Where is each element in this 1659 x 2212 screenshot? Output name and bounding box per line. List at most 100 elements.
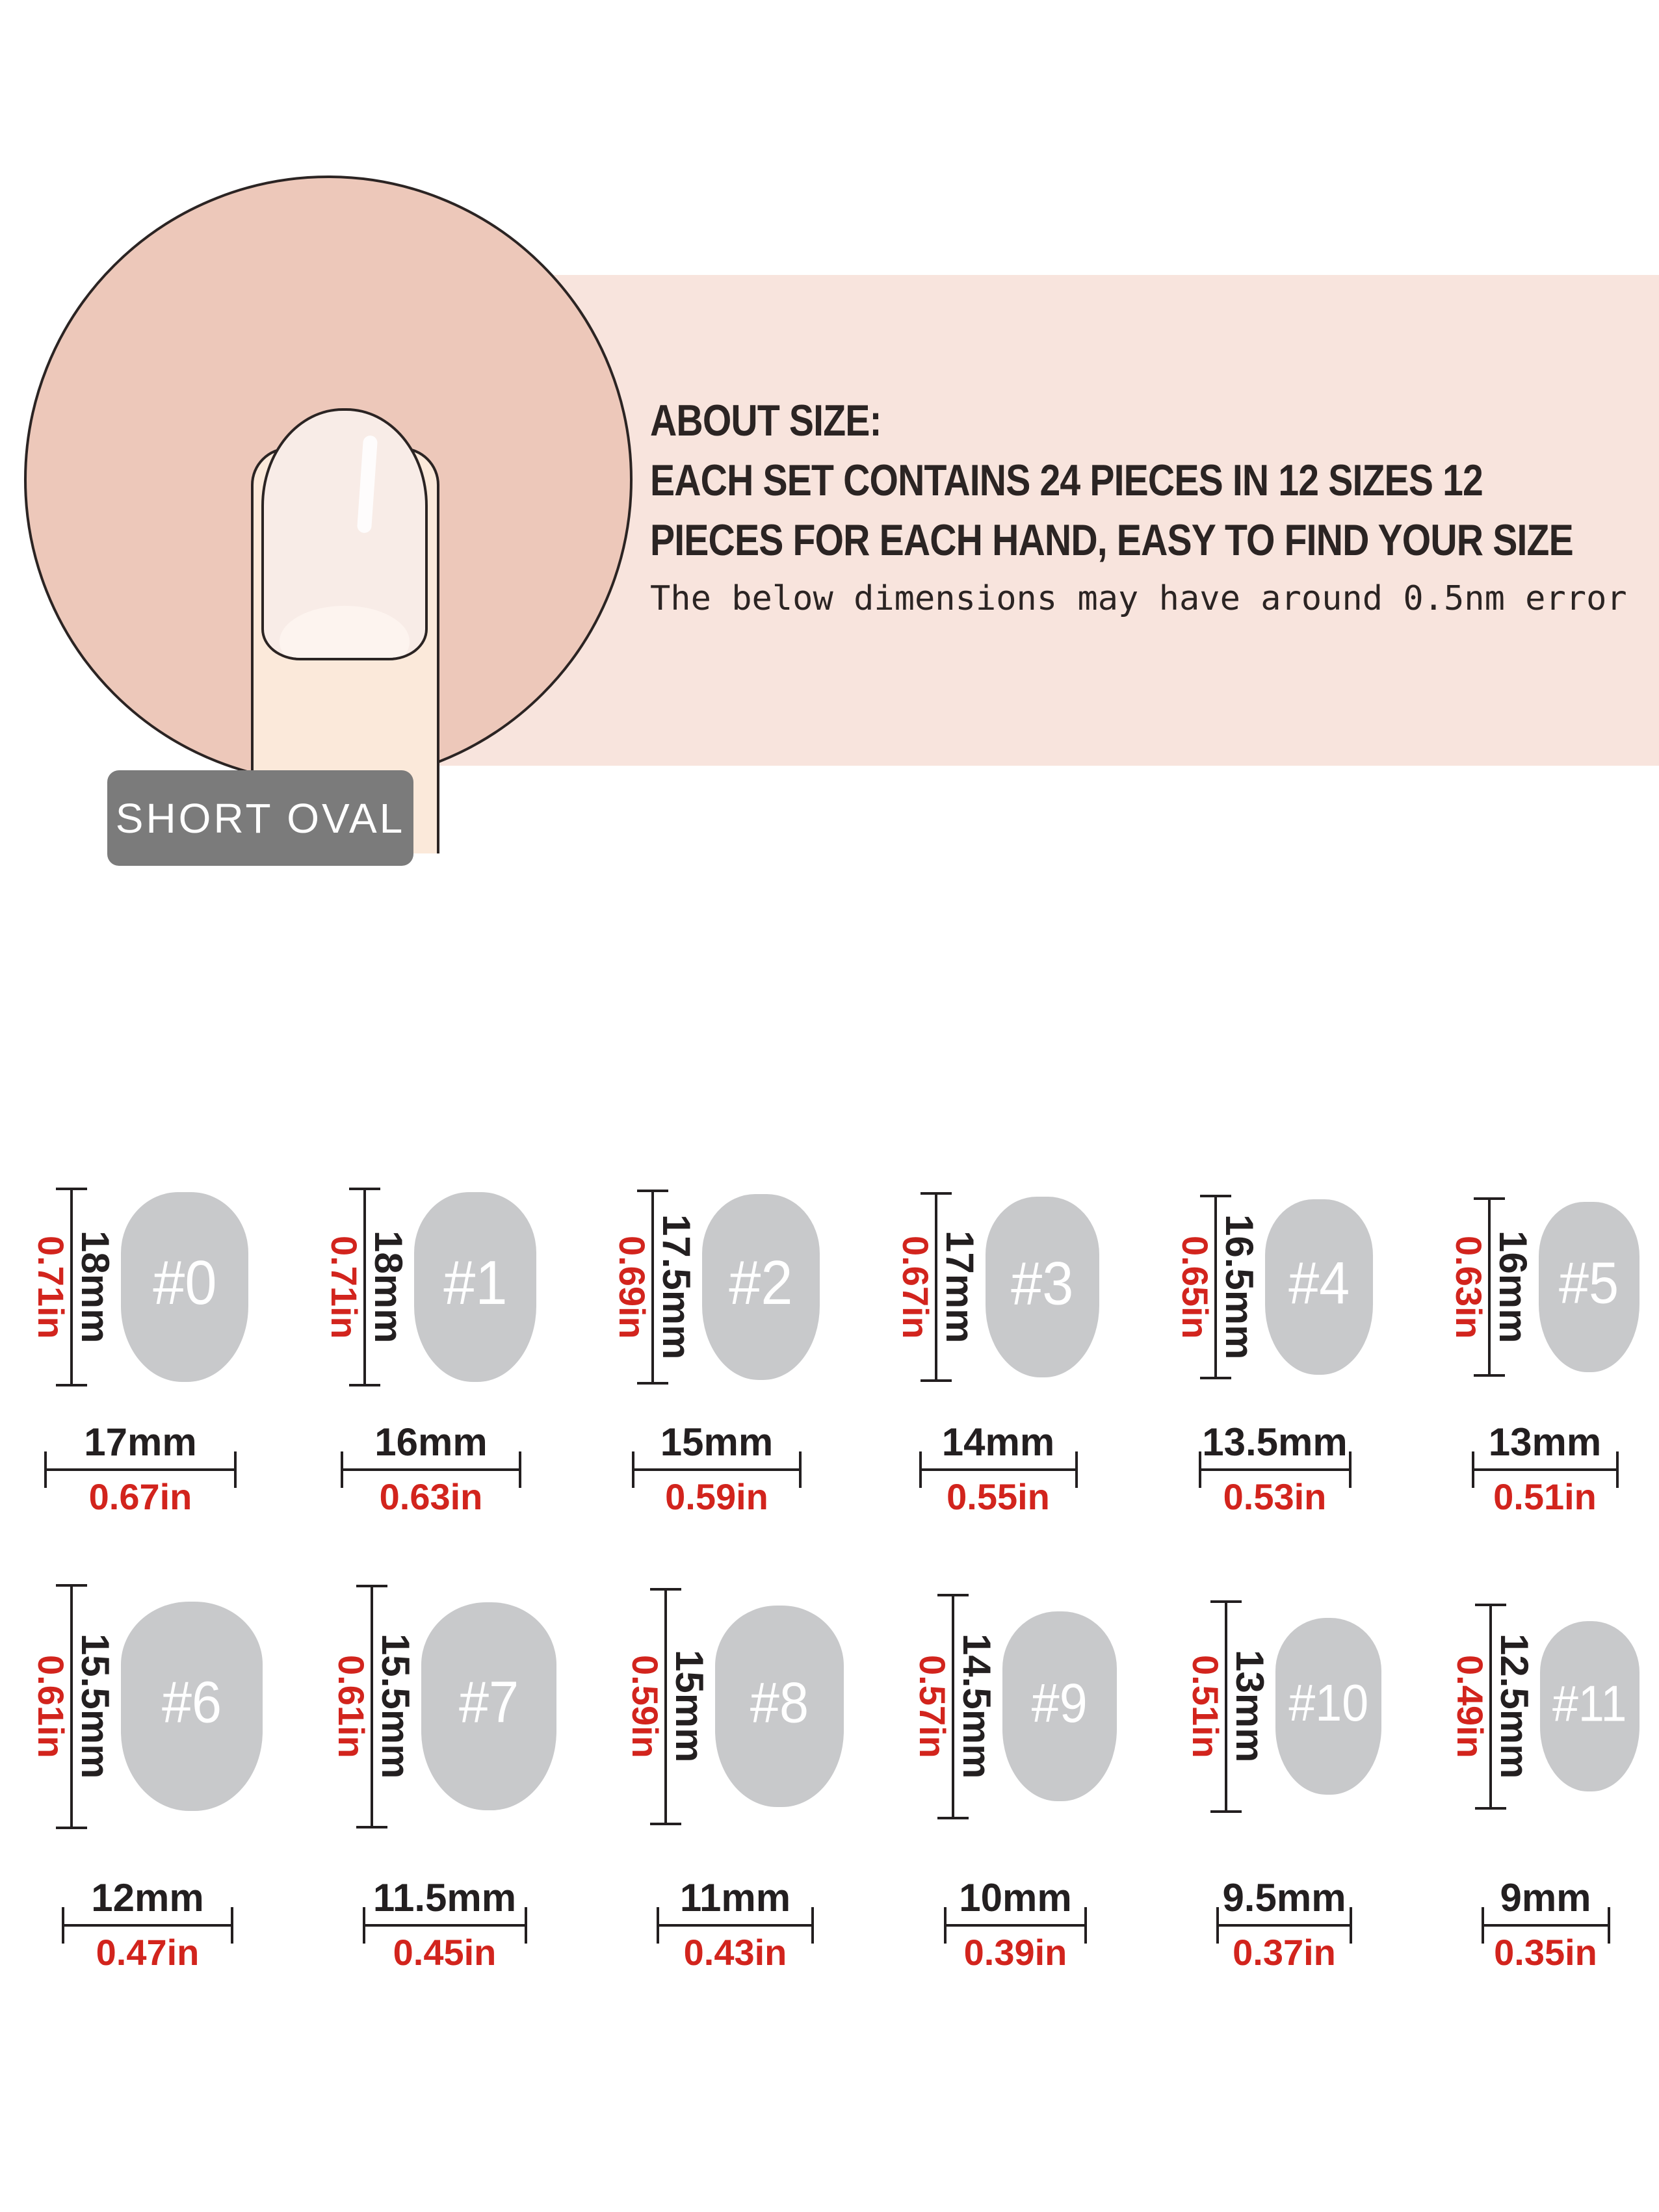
nail-shape: #7	[421, 1602, 556, 1810]
nail-shape: #2	[702, 1194, 820, 1380]
width-mm-label: 16mm	[374, 1420, 488, 1464]
length-mm-label: 17mm	[938, 1230, 982, 1344]
length-dimension: 0.61in 15.5mm	[31, 1583, 117, 1829]
width-dimension: 17mm 0.67in	[44, 1423, 237, 1515]
width-inch-label: 0.37in	[1233, 1932, 1336, 1973]
width-dimension-line	[341, 1451, 521, 1488]
width-inch-label: 0.47in	[96, 1932, 200, 1973]
length-dimension-line	[1225, 1600, 1227, 1813]
size-item: 0.71in 18mm #1 16mm 0.63in	[324, 1187, 536, 1515]
about-size-line-1: EACH SET CONTAINS 24 PIECES IN 12 SIZES …	[650, 456, 1483, 505]
size-item-top: 0.67in 17mm #3	[895, 1187, 1099, 1387]
length-dimension: 0.51in 13mm	[1185, 1600, 1272, 1813]
length-inch-label: 0.61in	[31, 1654, 72, 1758]
length-dimension-line	[1489, 1603, 1492, 1810]
length-inch-label: 0.71in	[31, 1235, 72, 1339]
length-inch-label: 0.51in	[1185, 1654, 1226, 1758]
nail-shape: #11	[1540, 1621, 1639, 1791]
width-dimension-line	[362, 1907, 527, 1944]
width-mm-label: 11.5mm	[372, 1876, 517, 1919]
length-dimension: 0.63in 16mm	[1448, 1197, 1535, 1377]
size-item-top: 0.59in 15mm #8	[625, 1583, 844, 1830]
shape-name-label: SHORT OVAL	[115, 794, 406, 842]
width-dimension: 13.5mm 0.53in	[1198, 1420, 1352, 1517]
nail-shape: #9	[1002, 1611, 1117, 1801]
width-mm-label: 13.5mm	[1202, 1420, 1348, 1464]
nail-shape: #10	[1275, 1618, 1381, 1795]
length-dimension: 0.65in 16.5mm	[1175, 1195, 1261, 1379]
width-inch-label: 0.67in	[88, 1476, 192, 1517]
width-inch-label: 0.63in	[379, 1476, 483, 1517]
width-dimension-line	[1216, 1907, 1352, 1944]
length-mm-label: 18mm	[367, 1230, 410, 1344]
nail-shape: #3	[986, 1197, 1099, 1377]
width-dimension-line	[62, 1907, 233, 1944]
length-dimension-line	[1214, 1195, 1217, 1379]
width-inch-label: 0.53in	[1223, 1476, 1327, 1517]
nail-size-number: #11	[1552, 1674, 1627, 1732]
length-mm-label: 15.5mm	[73, 1633, 117, 1779]
length-dimension: 0.71in 18mm	[324, 1188, 410, 1386]
width-dimension-line	[632, 1451, 802, 1488]
size-item: 0.69in 17.5mm #2 15mm 0.59in	[612, 1187, 820, 1517]
length-dimension-line	[651, 1190, 654, 1385]
sizes-row-2: 0.61in 15.5mm #6 12mm 0.47in 0.61in 15.5…	[31, 1583, 1639, 1973]
length-dimension-line	[952, 1593, 954, 1819]
length-dimension: 0.71in 18mm	[31, 1188, 117, 1386]
size-item: 0.65in 16.5mm #4 13.5mm 0.53in	[1175, 1187, 1373, 1517]
width-inch-label: 0.45in	[393, 1932, 497, 1973]
nail-size-number: #6	[161, 1670, 222, 1736]
length-dimension: 0.61in 15.5mm	[331, 1584, 417, 1828]
sizes-row-1: 0.71in 18mm #0 17mm 0.67in 0.71in 18mm #…	[31, 1187, 1639, 1517]
width-mm-label: 12mm	[91, 1876, 204, 1919]
width-mm-label: 11mm	[679, 1876, 791, 1919]
width-mm-label: 10mm	[959, 1876, 1072, 1919]
size-item: 0.61in 15.5mm #7 11.5mm 0.45in	[331, 1583, 556, 1973]
about-size-text-block: ABOUT SIZE: EACH SET CONTAINS 24 PIECES …	[650, 391, 1659, 618]
length-dimension-line	[70, 1188, 73, 1386]
nail-size-number: #1	[443, 1248, 508, 1318]
size-item-top: 0.57in 14.5mm #9	[912, 1583, 1117, 1830]
size-item: 0.59in 15mm #8 11mm 0.43in	[625, 1583, 844, 1971]
about-size-title: ABOUT SIZE:	[650, 396, 882, 445]
length-dimension-line	[371, 1584, 373, 1828]
length-inch-label: 0.57in	[912, 1654, 953, 1758]
width-dimension-line	[1481, 1907, 1610, 1944]
size-item-top: 0.61in 15.5mm #7	[331, 1583, 556, 1830]
size-item-top: 0.71in 18mm #1	[324, 1187, 536, 1387]
length-mm-label: 13mm	[1228, 1650, 1272, 1763]
width-dimension: 9.5mm 0.37in	[1216, 1879, 1352, 1971]
length-inch-label: 0.63in	[1448, 1235, 1489, 1339]
length-inch-label: 0.59in	[625, 1654, 666, 1758]
length-dimension: 0.57in 14.5mm	[912, 1593, 999, 1819]
length-mm-label: 16.5mm	[1218, 1214, 1261, 1360]
width-dimension: 10mm 0.39in	[944, 1879, 1087, 1971]
length-dimension-line	[70, 1583, 73, 1829]
length-mm-label: 12.5mm	[1493, 1633, 1536, 1779]
length-inch-label: 0.65in	[1175, 1235, 1216, 1339]
length-dimension: 0.59in 15mm	[625, 1587, 711, 1825]
size-item: 0.63in 16mm #5 13mm 0.51in	[1448, 1187, 1639, 1515]
width-dimension: 16mm 0.63in	[341, 1423, 521, 1515]
nail-shape: #4	[1265, 1199, 1373, 1375]
length-dimension-line	[935, 1192, 937, 1382]
nail-shape: #8	[715, 1606, 844, 1807]
width-dimension: 11.5mm 0.45in	[362, 1876, 527, 1973]
nail-size-number: #2	[729, 1248, 793, 1318]
nail-size-number: #4	[1288, 1250, 1350, 1317]
nail-size-number: #10	[1288, 1674, 1368, 1732]
nail-shape: #6	[121, 1602, 263, 1811]
size-item-top: 0.51in 13mm #10	[1185, 1583, 1381, 1830]
width-dimension-line	[919, 1451, 1078, 1488]
width-mm-label: 13mm	[1488, 1420, 1602, 1464]
nail-size-number: #0	[152, 1248, 217, 1318]
length-inch-label: 0.67in	[895, 1235, 936, 1339]
size-item: 0.71in 18mm #0 17mm 0.67in	[31, 1187, 248, 1515]
width-mm-label: 9mm	[1500, 1876, 1591, 1919]
width-dimension: 14mm 0.55in	[919, 1423, 1078, 1515]
width-inch-label: 0.59in	[665, 1476, 768, 1517]
width-mm-label: 9.5mm	[1222, 1876, 1346, 1919]
size-item-top: 0.71in 18mm #0	[31, 1187, 248, 1387]
size-item: 0.51in 13mm #10 9.5mm 0.37in	[1185, 1583, 1381, 1971]
size-item-top: 0.61in 15.5mm #6	[31, 1583, 263, 1830]
